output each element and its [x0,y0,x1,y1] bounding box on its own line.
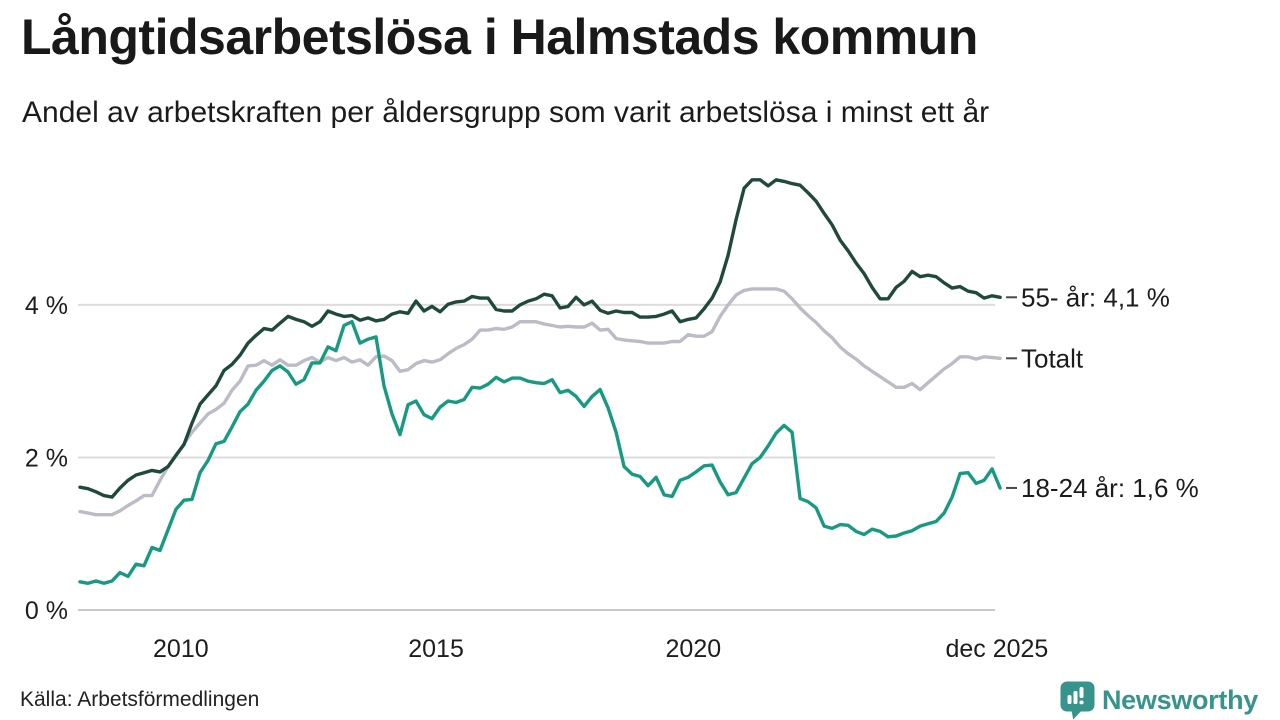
logo-bar-2 [1073,690,1078,704]
newsworthy-logo-icon [1060,681,1095,719]
legend-label-55-r: 55- år: 4,1 % [1021,282,1170,312]
source-attribution: Källa: Arbetsförmedlingen [20,688,260,711]
series-line-55-r [78,178,1002,499]
logo-exclamation-dot [1079,700,1084,704]
legend-label-18-24-r: 18-24 år: 1,6 % [1021,473,1199,503]
x-axis-tick-label: 2010 [153,635,209,663]
y-axis-tick-label: 4 % [25,292,68,320]
logo-bar-1 [1067,694,1072,704]
series-line-totalt [78,287,1002,517]
x-axis-tick-label: 2020 [666,635,722,663]
newsworthy-logo: Newsworthy [1060,680,1258,720]
brand-name: Newsworthy [1101,684,1258,715]
legend-label-totalt: Totalt [1021,343,1084,373]
logo-exclamation-bar [1079,686,1084,698]
page-title: Långtidsarbetslösa i Halmstads kommun [21,9,978,65]
x-axis-tick-label: 2015 [408,635,464,663]
y-axis-tick-label: 0 % [25,597,68,625]
chart-subtitle: Andel av arbetskraften per åldersgrupp s… [22,96,990,129]
series-line-18-24-r [78,320,1002,585]
x-axis-tick-label: dec 2025 [945,635,1048,663]
y-axis-tick-label: 2 % [25,444,68,472]
